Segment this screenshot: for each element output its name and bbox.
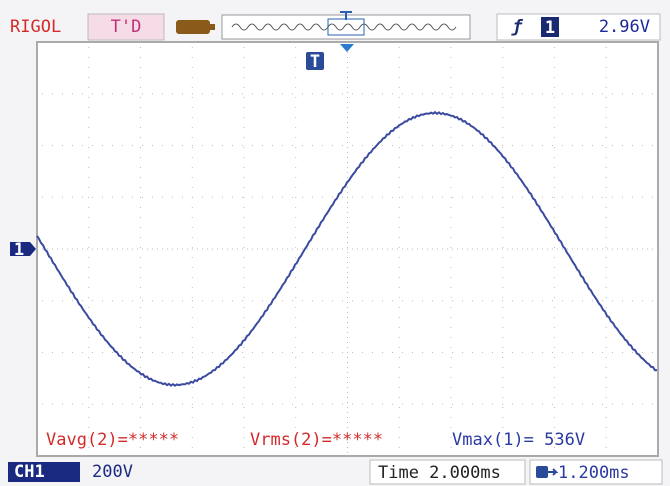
timebase: Time 2.000ms [378, 463, 501, 483]
source-box [541, 17, 559, 37]
memory-trigger [340, 11, 352, 20]
grid [37, 42, 658, 456]
edge-icon: ƒ [511, 17, 524, 37]
trigger-level: 2.96V [599, 17, 650, 37]
brand: RIGOL [10, 17, 61, 37]
trigger-offset: 1.200ms [558, 463, 630, 483]
offset-arrow [548, 468, 559, 476]
vavg: Vavg(2)=***** [46, 430, 179, 450]
trigger-position [340, 44, 354, 52]
channel-marker: 1 [14, 240, 24, 260]
vrms: Vrms(2)=***** [250, 430, 383, 450]
channel-marker-box [10, 242, 36, 256]
memory-wave [231, 23, 457, 31]
offset-icon [536, 466, 548, 478]
scale: 200V [92, 462, 133, 482]
trigger-marker-box [306, 52, 324, 70]
memory-icon [176, 20, 210, 34]
trigger-source: 1 [545, 18, 555, 38]
waveform [36, 110, 658, 387]
trigger-box [496, 13, 661, 41]
timebase-box [369, 459, 526, 485]
channel: CH1 [14, 462, 45, 482]
trigger-marker: T [310, 52, 320, 72]
memory-icon-tip [210, 24, 215, 30]
status-box [87, 13, 165, 41]
status: T'D [111, 17, 142, 37]
channel-box [8, 462, 80, 482]
vmax: Vmax(1)= 536V [452, 430, 585, 450]
